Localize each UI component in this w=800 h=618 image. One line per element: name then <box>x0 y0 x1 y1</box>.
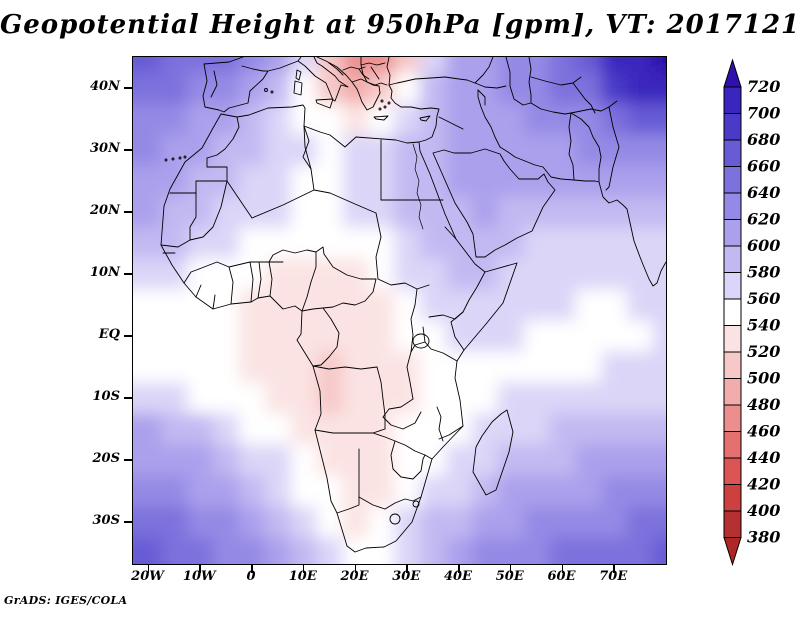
colorbar-tick-label: 460 <box>747 422 780 441</box>
lon-tick-label: 20E <box>340 569 369 584</box>
map-plot-area <box>132 56 667 565</box>
lat-tick-label: 40N <box>90 79 120 94</box>
colorbar-tick-label: 660 <box>747 157 780 176</box>
lon-tick-mark <box>147 565 150 573</box>
lon-tick-mark <box>561 565 563 573</box>
colorbar-tick-label: 680 <box>747 130 780 149</box>
lon-tick-label: 10E <box>288 569 317 584</box>
colorbar-segment <box>723 86 742 114</box>
colorbar-tick-label: 480 <box>747 395 780 414</box>
lat-tick-label: 30N <box>90 141 120 156</box>
lon-tick-label: 60E <box>547 569 576 584</box>
colorbar-segment <box>723 351 742 379</box>
colorbar: 720 700 680 660 640 620 600 580 560 540 520 500 480 4… <box>723 58 780 567</box>
colorbar-segment <box>723 139 742 167</box>
colorbar-segment <box>723 457 742 485</box>
colorbar-segment <box>723 510 742 538</box>
lat-tick-mark <box>124 211 132 213</box>
lat-tick-label: 10S <box>92 389 120 404</box>
lat-tick-label: 10N <box>90 265 120 280</box>
lon-tick-label: 40E <box>444 569 472 584</box>
colorbar-segment <box>723 404 742 432</box>
colorbar-tick-label: 440 <box>747 448 780 467</box>
lon-tick-label: 0 <box>246 569 256 584</box>
lon-tick-mark <box>251 565 253 573</box>
colorbar-segment <box>723 166 742 194</box>
plot-title: Geopotential Height at 950hPa [gpm], VT:… <box>0 10 800 40</box>
lat-tick-label: EQ <box>98 327 120 342</box>
lon-tick-mark <box>302 565 305 573</box>
lon-tick-label: 50E <box>495 569 524 584</box>
colorbar-segment <box>723 192 742 220</box>
lon-tick-label: 70E <box>599 569 628 584</box>
colorbar-tick-label: 420 <box>747 475 780 494</box>
coastlines-and-borders <box>160 57 666 553</box>
lon-tick-label: 10W <box>182 569 216 584</box>
colorbar-segment <box>723 378 742 406</box>
lat-tick-label: 20S <box>92 451 120 466</box>
lat-tick-mark <box>124 149 132 151</box>
lon-tick-mark <box>199 565 201 573</box>
colorbar-tick-label: 720 <box>747 77 780 96</box>
colorbar-segment <box>723 245 742 273</box>
lat-tick-mark <box>124 87 132 89</box>
colorbar-bottom-arrow <box>723 537 742 567</box>
colorbar-tick-label: 520 <box>747 342 780 361</box>
shaded-field <box>133 57 666 564</box>
colorbar-segment <box>723 484 742 512</box>
lat-tick-mark <box>124 521 132 523</box>
lat-tick-mark <box>124 335 132 337</box>
colorbar-tick-label: 540 <box>747 316 780 335</box>
colorbar-tick-label: 560 <box>747 289 780 308</box>
lon-tick-label: 20W <box>131 569 164 584</box>
lat-tick-label: 20N <box>90 203 120 218</box>
lat-tick-label: 30S <box>92 513 120 528</box>
lon-tick-mark <box>406 565 408 573</box>
lon-tick-mark <box>613 565 615 573</box>
colorbar-top-arrow <box>723 58 742 88</box>
colorbar-tick-label: 500 <box>747 369 780 388</box>
lat-tick-mark <box>124 273 132 275</box>
colorbar-tick-label: 600 <box>747 236 780 255</box>
colorbar-tick-label: 380 <box>747 528 780 547</box>
colorbar-segment <box>723 113 742 141</box>
lon-tick-mark <box>458 565 460 573</box>
lat-tick-mark <box>124 459 132 461</box>
colorbar-segment <box>723 325 742 353</box>
lon-tick-mark <box>354 565 356 573</box>
lon-tick-label: 30E <box>392 569 421 584</box>
colorbar-segment <box>723 431 742 459</box>
colorbar-tick-label: 700 <box>747 104 780 123</box>
colorbar-tick-label: 400 <box>747 501 780 520</box>
lon-tick-mark <box>509 565 512 573</box>
colorbar-tick-label: 640 <box>747 183 780 202</box>
colorbar-segment <box>723 298 742 326</box>
colorbar-tick-label: 580 <box>747 263 780 282</box>
colorbar-tick-label: 620 <box>747 210 780 229</box>
lat-tick-mark <box>124 397 132 399</box>
colorbar-segment <box>723 219 742 247</box>
colorbar-segment <box>723 272 742 300</box>
contour-map <box>133 57 666 564</box>
grads-attribution: GrADS: IGES/COLA <box>4 594 128 607</box>
